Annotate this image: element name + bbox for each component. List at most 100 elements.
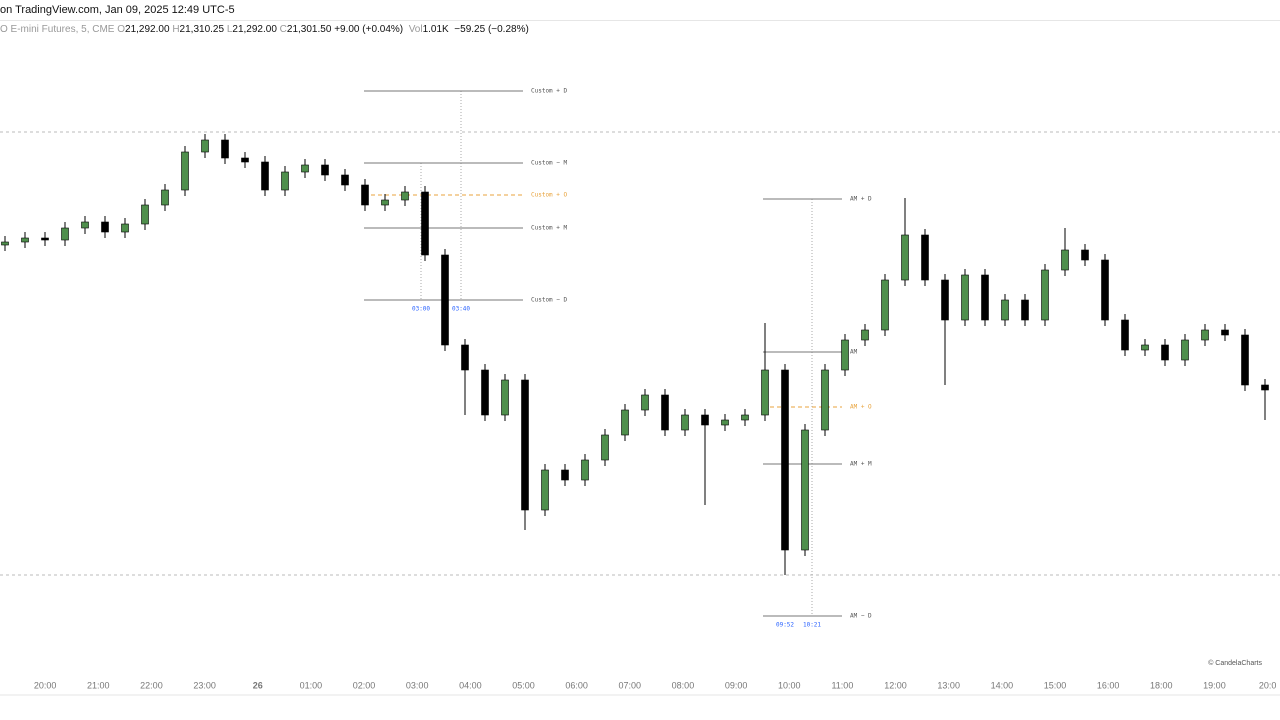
x-tick-label: 20:00 bbox=[34, 680, 57, 690]
candle-body bbox=[101, 221, 109, 233]
candle-body bbox=[581, 459, 589, 481]
candle-body bbox=[1141, 344, 1149, 351]
candle-body bbox=[1101, 259, 1109, 321]
x-tick-label: 18:00 bbox=[1150, 680, 1173, 690]
session-time: 10:21 bbox=[803, 622, 821, 629]
candle-body bbox=[921, 234, 929, 281]
candle-body bbox=[1081, 249, 1089, 261]
level-label: AM + O bbox=[850, 404, 872, 411]
candle-body bbox=[1161, 344, 1169, 361]
candle-body bbox=[1241, 334, 1249, 386]
ohlc-value: 21,301.50 bbox=[286, 24, 332, 35]
candle-body bbox=[241, 157, 249, 163]
candle-body bbox=[881, 279, 889, 331]
candle-body bbox=[1201, 329, 1209, 341]
candle-body bbox=[1041, 269, 1049, 321]
legend: O E-mini Futures, 5, CME O21,292.00 H21,… bbox=[0, 24, 529, 35]
candle-body bbox=[861, 329, 869, 341]
candle-body bbox=[901, 234, 909, 281]
candle-body bbox=[61, 227, 69, 241]
candle-body bbox=[1001, 299, 1009, 321]
candle-body bbox=[681, 414, 689, 431]
candle-body bbox=[381, 199, 389, 206]
candle-body bbox=[461, 344, 469, 371]
candle-body bbox=[561, 469, 569, 481]
x-tick-label: 11:00 bbox=[831, 680, 853, 690]
candle-body bbox=[481, 369, 489, 416]
level-label: Custom − D bbox=[531, 297, 568, 304]
level-label: Custom + M bbox=[531, 225, 568, 232]
candle-body bbox=[361, 184, 369, 206]
x-tick-label: 23:00 bbox=[193, 680, 216, 690]
candle-body bbox=[641, 394, 649, 411]
x-tick-label: 08:00 bbox=[672, 680, 695, 690]
candle-body bbox=[761, 369, 769, 416]
ohlc-value: 21,292.00 bbox=[125, 24, 170, 35]
level-label: AM + D bbox=[850, 196, 872, 203]
candle-body bbox=[261, 161, 269, 191]
volume-change: −59.25 (−0.28%) bbox=[454, 24, 529, 35]
candle-body bbox=[401, 191, 409, 201]
candle-body bbox=[721, 419, 729, 426]
x-tick-label: 21:00 bbox=[87, 680, 110, 690]
candle-body bbox=[421, 191, 429, 256]
candle-body bbox=[21, 237, 29, 243]
candle-body bbox=[441, 254, 449, 346]
watermark: © CandelaCharts bbox=[1208, 659, 1262, 667]
candle-body bbox=[41, 237, 49, 241]
x-tick-label: 12:00 bbox=[884, 680, 907, 690]
level-label: Custom + O bbox=[531, 192, 568, 199]
x-tick-label: 20:0 bbox=[1259, 680, 1277, 690]
candle-body bbox=[121, 223, 129, 233]
x-tick-label: 14:00 bbox=[991, 680, 1014, 690]
candle-body bbox=[1261, 384, 1269, 391]
candle-body bbox=[841, 339, 849, 371]
x-tick-label: 10:00 bbox=[778, 680, 801, 690]
candle-body bbox=[1021, 299, 1029, 321]
x-tick-label: 02:00 bbox=[353, 680, 376, 690]
session-time: 03:40 bbox=[452, 306, 470, 313]
candle-body bbox=[141, 204, 149, 225]
header-source: on TradingView.com, Jan 09, 2025 12:49 U… bbox=[0, 0, 1280, 21]
level-label: AM − D bbox=[850, 613, 872, 620]
ohlc-label: H bbox=[172, 24, 180, 35]
session-time: 03:00 bbox=[412, 306, 430, 313]
ohlc-label: L bbox=[226, 24, 233, 35]
candle-body bbox=[621, 409, 629, 436]
x-tick-label: 26 bbox=[253, 680, 263, 690]
candle-body bbox=[981, 274, 989, 321]
candle-body bbox=[81, 221, 89, 229]
candle-body bbox=[321, 164, 329, 176]
candle-body bbox=[941, 279, 949, 321]
ohlc-label: O bbox=[117, 24, 126, 35]
candle-body bbox=[961, 274, 969, 321]
x-tick-label: 07:00 bbox=[619, 680, 642, 690]
level-label: AM + M bbox=[850, 461, 872, 468]
x-tick-label: 09:00 bbox=[725, 680, 748, 690]
volume-label: Vol bbox=[408, 24, 423, 35]
ohlc: O21,292.00 H21,310.25 L21,292.00 C21,301… bbox=[117, 24, 334, 35]
candle-body bbox=[1061, 249, 1069, 271]
x-tick-label: 16:00 bbox=[1097, 680, 1120, 690]
level-label: AM bbox=[850, 349, 858, 356]
candle-body bbox=[521, 379, 529, 511]
candle-body bbox=[161, 189, 169, 206]
candle-body bbox=[541, 469, 549, 511]
candle-body bbox=[801, 429, 809, 551]
ohlc-value: 21,292.00 bbox=[232, 24, 277, 35]
ohlc-value: 21,310.25 bbox=[179, 24, 225, 35]
volume: 1.01K bbox=[422, 24, 449, 35]
x-tick-label: 05:00 bbox=[512, 680, 535, 690]
candle-body bbox=[1121, 319, 1129, 351]
candle-body bbox=[1, 241, 9, 246]
x-tick-label: 22:00 bbox=[140, 680, 163, 690]
candle-body bbox=[1181, 339, 1189, 361]
session-time: 09:52 bbox=[776, 622, 794, 629]
candle-body bbox=[281, 171, 289, 191]
candle-body bbox=[181, 151, 189, 191]
x-tick-label: 01:00 bbox=[300, 680, 323, 690]
ohlc-label: C bbox=[279, 24, 287, 35]
candle-body bbox=[341, 174, 349, 186]
candle-body bbox=[821, 369, 829, 431]
